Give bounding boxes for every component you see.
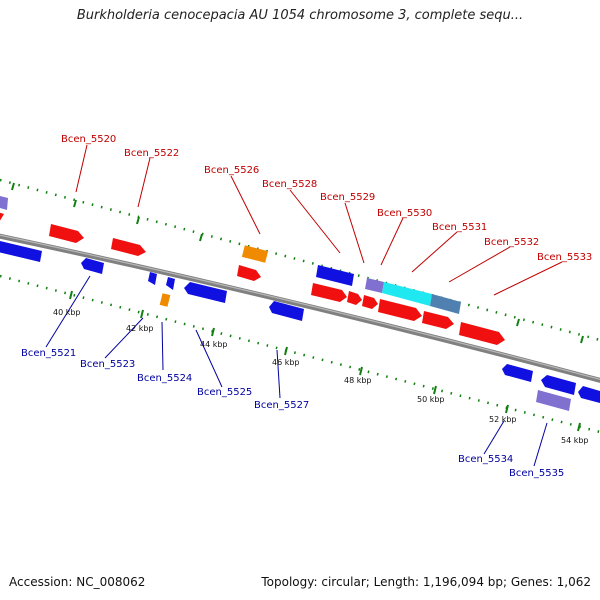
inner-major-ticks [69, 290, 581, 432]
gene-feature[interactable] [316, 265, 354, 286]
gene-feature[interactable] [311, 283, 347, 302]
gene-feature[interactable] [578, 386, 600, 403]
gene-feature[interactable] [269, 301, 304, 321]
gene-label[interactable]: Bcen_5530 [377, 208, 432, 219]
bottom-leader-lines [45, 275, 548, 467]
chromosome-backbone [0, 233, 600, 383]
gene-label[interactable]: Bcen_5521 [21, 348, 76, 359]
top-leader-lines [75, 144, 563, 296]
scale-label: 40 kbp [53, 308, 81, 317]
map-title: Burkholderia cenocepacia AU 1054 chromos… [76, 8, 524, 23]
gene-feature[interactable] [184, 282, 227, 303]
scale-labels: 40 kbp 42 kbp 44 kbp 46 kbp 48 kbp 50 kb… [53, 308, 589, 445]
top-gene-labels: Bcen_5520 Bcen_5522 Bcen_5526 Bcen_5528 … [61, 134, 592, 263]
rna-gene-feature[interactable] [159, 293, 171, 307]
gene-label[interactable]: Bcen_5523 [80, 359, 135, 370]
scale-label: 52 kbp [489, 415, 517, 424]
gene-feature[interactable] [502, 364, 533, 382]
scale-label: 48 kbp [344, 376, 372, 385]
gene-feature[interactable] [382, 282, 432, 306]
bottom-gene-labels: Bcen_5521 Bcen_5523 Bcen_5524 Bcen_5525 … [21, 348, 564, 479]
gene-label[interactable]: Bcen_5528 [262, 179, 317, 190]
gene-label[interactable]: Bcen_5535 [509, 468, 564, 479]
chromosome-backbone-highlight [0, 234, 600, 380]
gene-feature[interactable] [111, 238, 146, 256]
gene-label[interactable]: Bcen_5526 [204, 165, 259, 176]
accession-text: Accession: NC_008062 [9, 575, 146, 589]
topology-summary: Topology: circular; Length: 1,196,094 bp… [261, 575, 591, 589]
gene-feature[interactable] [378, 299, 422, 321]
gene-label[interactable]: Bcen_5527 [254, 400, 309, 411]
gene-feature[interactable] [459, 322, 505, 345]
scale-label: 54 kbp [561, 436, 589, 445]
gene-feature[interactable] [0, 211, 4, 224]
gene-feature[interactable] [49, 224, 84, 243]
gene-feature[interactable] [81, 258, 104, 274]
gene-feature[interactable] [430, 294, 461, 314]
scale-label: 46 kbp [272, 358, 300, 367]
gene-label[interactable]: Bcen_5520 [61, 134, 116, 145]
scale-label: 44 kbp [200, 340, 228, 349]
gene-label[interactable]: Bcen_5529 [320, 192, 375, 203]
gene-feature[interactable] [166, 277, 175, 290]
gene-feature[interactable] [536, 390, 571, 411]
scale-label: 50 kbp [417, 395, 445, 404]
gene-feature[interactable] [148, 272, 157, 285]
reverse-genes [0, 196, 600, 411]
gene-label[interactable]: Bcen_5524 [137, 373, 192, 384]
gene-feature[interactable] [0, 241, 42, 262]
gene-feature[interactable] [365, 278, 384, 293]
gene-feature[interactable] [237, 265, 261, 281]
gene-label[interactable]: Bcen_5532 [484, 237, 539, 248]
scale-label: 42 kbp [126, 324, 154, 333]
gene-label[interactable]: Bcen_5525 [197, 387, 252, 398]
gene-label[interactable]: Bcen_5534 [458, 454, 513, 465]
gene-feature[interactable] [362, 295, 378, 309]
forward-genes [0, 211, 505, 345]
rna-gene-feature[interactable] [241, 245, 269, 263]
gene-label[interactable]: Bcen_5533 [537, 252, 592, 263]
gene-label[interactable]: Bcen_5522 [124, 148, 179, 159]
gene-feature[interactable] [422, 311, 454, 329]
gene-feature[interactable] [0, 196, 8, 210]
gene-feature[interactable] [541, 375, 576, 395]
gene-label[interactable]: Bcen_5531 [432, 222, 487, 233]
gene-feature[interactable] [347, 291, 362, 305]
